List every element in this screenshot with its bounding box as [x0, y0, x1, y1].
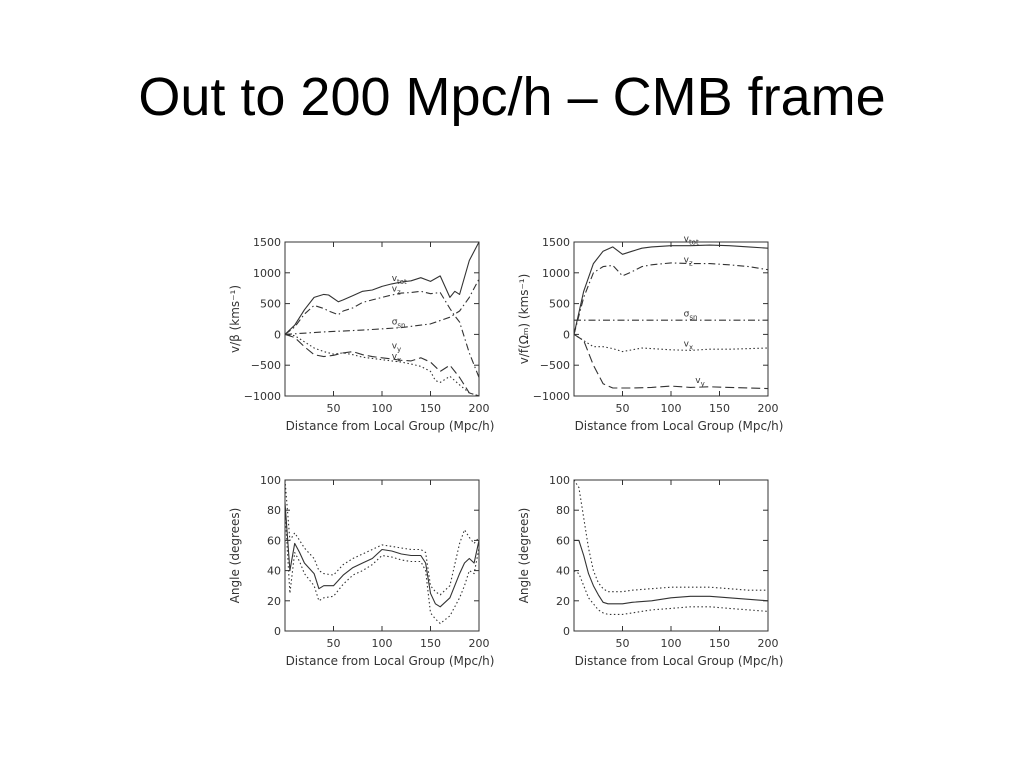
x-tick-label: 100	[372, 402, 393, 415]
y-tick-label: 40	[556, 565, 570, 578]
y-axis-label: v/β (kms⁻¹)	[228, 285, 242, 353]
series-line-v-z	[574, 262, 768, 335]
y-tick-label: 40	[267, 565, 281, 578]
y-tick-label: 500	[549, 298, 570, 311]
y-axis-label: Angle (degrees)	[228, 508, 242, 604]
x-tick-label: 150	[420, 402, 441, 415]
y-tick-label: 0	[274, 328, 281, 341]
chart-tl: −1000 −500 0 500 1000 1500 50 100 150 200 Distance…	[228, 236, 494, 433]
x-tick-label: 50	[616, 402, 630, 415]
x-axis-label: Distance from Local Group (Mpc/h)	[286, 654, 495, 668]
y-tick-label: 1500	[253, 236, 281, 249]
series-line-angle	[574, 539, 768, 605]
series-line-lower	[285, 510, 479, 625]
plot-frame	[284, 479, 480, 632]
series-line-v-tot	[574, 244, 768, 335]
series-line-v-z	[285, 290, 479, 378]
series-annotation: vtot	[684, 234, 699, 246]
series-annotation: vy	[392, 342, 401, 354]
series-line-angle	[285, 502, 479, 608]
chart-bl: 0 20 40 60 80 100 50 100 150 200 Distance from Loc…	[228, 474, 494, 668]
y-tick-label: −1000	[533, 390, 570, 403]
y-tick-label: 500	[260, 298, 281, 311]
x-tick-label: 50	[616, 637, 630, 650]
plot-frame	[573, 479, 769, 632]
y-tick-label: 80	[267, 504, 281, 517]
series-annotation: vy	[695, 376, 704, 388]
series-line-lower	[574, 570, 768, 615]
series-line-v-y	[285, 333, 479, 396]
y-tick-label: 1000	[253, 267, 281, 280]
y-axis-label: v/f(Ωₘ) (kms⁻¹)	[517, 274, 531, 365]
series-annotation: vz	[392, 284, 401, 296]
x-axis-label: Distance from Local Group (Mpc/h)	[286, 419, 495, 433]
x-tick-label: 150	[420, 637, 441, 650]
y-tick-label: 1000	[542, 267, 570, 280]
y-tick-label: 80	[556, 504, 570, 517]
series-annotation: vtot	[392, 274, 407, 286]
y-tick-label: 20	[267, 595, 281, 608]
x-tick-label: 200	[758, 402, 779, 415]
chart-tr: −1000 −500 0 500 1000 1500 50 100 150 200 Distance…	[517, 234, 783, 433]
y-tick-label: 100	[260, 474, 281, 487]
y-tick-label: −500	[540, 359, 570, 372]
x-tick-label: 100	[372, 637, 393, 650]
x-tick-label: 50	[327, 402, 341, 415]
series-annotation: vx	[684, 340, 693, 352]
series-annotation: vx	[392, 352, 401, 364]
y-tick-label: −500	[251, 359, 281, 372]
y-tick-label: 1500	[542, 236, 570, 249]
series-annotation: σsn	[392, 318, 406, 330]
y-tick-label: 60	[267, 534, 281, 547]
x-axis-label: Distance from Local Group (Mpc/h)	[575, 419, 784, 433]
y-tick-label: 0	[563, 625, 570, 638]
series-annotation: vz	[684, 255, 693, 267]
y-axis-label: Angle (degrees)	[517, 508, 531, 604]
series-annotation: σsn	[684, 310, 698, 322]
series-line-v-tot	[285, 242, 479, 335]
x-tick-label: 50	[327, 637, 341, 650]
series-line-sn	[285, 278, 479, 335]
y-tick-label: 0	[274, 625, 281, 638]
x-tick-label: 200	[469, 637, 490, 650]
chart-br: 0 20 40 60 80 100 50 100 150 200 Distance from Loc…	[517, 474, 783, 668]
x-tick-label: 150	[709, 637, 730, 650]
y-tick-label: 20	[556, 595, 570, 608]
x-tick-label: 200	[469, 402, 490, 415]
y-tick-label: −1000	[244, 390, 281, 403]
x-tick-label: 100	[661, 402, 682, 415]
y-tick-label: 100	[549, 474, 570, 487]
series-line-upper	[574, 480, 768, 593]
x-tick-label: 150	[709, 402, 730, 415]
series-line-v-x	[285, 333, 479, 396]
y-tick-label: 0	[563, 328, 570, 341]
plot-frame	[284, 241, 480, 397]
y-tick-label: 60	[556, 534, 570, 547]
series-line-v-x	[574, 333, 768, 353]
x-tick-label: 200	[758, 637, 779, 650]
series-line-upper	[285, 480, 479, 596]
series-line-v-y	[574, 333, 768, 390]
plot-frame	[573, 241, 769, 397]
x-axis-label: Distance from Local Group (Mpc/h)	[575, 654, 784, 668]
slide-title: Out to 200 Mpc/h – CMB frame	[138, 67, 886, 127]
x-tick-label: 100	[661, 637, 682, 650]
